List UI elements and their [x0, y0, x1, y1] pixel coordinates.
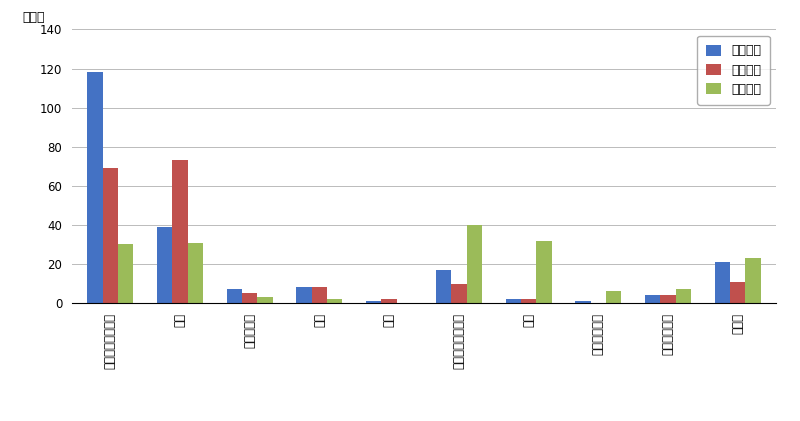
Bar [746, 258, 761, 303]
Bar [451, 284, 466, 303]
Bar [645, 295, 660, 303]
Bar [87, 72, 102, 303]
Text: （人）: （人） [22, 11, 46, 24]
Bar [172, 160, 188, 303]
Bar [366, 301, 382, 303]
Bar [606, 291, 622, 303]
Bar [521, 299, 536, 303]
Bar [188, 242, 203, 303]
Bar [536, 240, 551, 303]
Bar [714, 262, 730, 303]
Bar [327, 299, 342, 303]
Bar [157, 227, 172, 303]
Bar [382, 299, 397, 303]
Bar [436, 270, 451, 303]
Bar [466, 225, 482, 303]
Bar [575, 301, 590, 303]
Bar [102, 168, 118, 303]
Bar [242, 293, 258, 303]
Bar [730, 282, 746, 303]
Bar [506, 299, 521, 303]
Bar [297, 288, 312, 303]
Bar [312, 288, 327, 303]
Bar [676, 290, 691, 303]
Bar [660, 295, 676, 303]
Bar [258, 297, 273, 303]
Legend: 県外転入, 県外転出, 県内移動: 県外転入, 県外転出, 県内移動 [698, 36, 770, 105]
Bar [118, 245, 134, 303]
Bar [226, 290, 242, 303]
